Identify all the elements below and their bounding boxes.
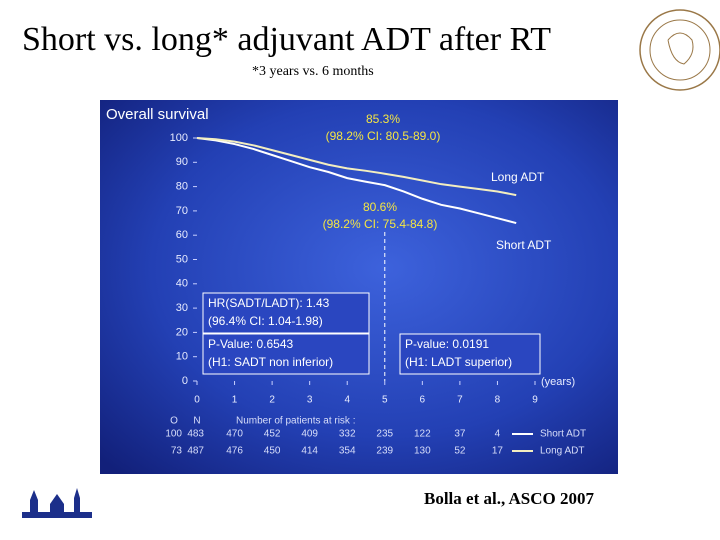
risk-count: 409 [301,429,318,440]
y-tick-label: 20 [176,326,188,338]
stat-box [202,292,370,334]
chart-panel [100,100,618,474]
slide-subtitle: *3 years vs. 6 months [252,64,374,79]
stat-text: P-value: 0.0191 [405,337,489,351]
risk-count: 452 [264,429,281,440]
risk-n: 487 [187,446,204,457]
risk-header: O [170,416,178,427]
annotation: (98.2% CI: 80.5-89.0) [326,129,441,143]
risk-count: 476 [226,446,243,457]
risk-count: 450 [264,446,281,457]
stat-box [202,333,370,375]
risk-n: 483 [187,429,204,440]
x-tick-label: 0 [194,395,200,406]
risk-count: 122 [414,429,431,440]
x-tick-label: 8 [495,395,501,406]
x-tick-label: 1 [232,395,238,406]
y-tick-label: 50 [176,253,188,265]
risk-count: 235 [376,429,393,440]
risk-count: 37 [454,429,466,440]
risk-count: 470 [226,429,243,440]
risk-count: 414 [301,446,318,457]
risk-count: 239 [376,446,393,457]
city-icon [22,488,92,518]
chart-title: Overall survival [106,106,209,123]
legend-label: Short ADT [540,429,586,440]
y-tick-label: 30 [176,302,188,314]
y-tick-label: 90 [176,156,188,168]
risk-o: 100 [165,429,182,440]
citation: Bolla et al., ASCO 2007 [424,489,595,508]
y-tick-label: 40 [176,278,188,290]
stat-text: P-Value: 0.6543 [208,337,293,351]
series-label: Long ADT [491,170,545,184]
x-tick-label: 4 [344,395,350,406]
stat-text: (96.4% CI: 1.04-1.98) [208,314,323,328]
stat-box [399,333,541,375]
logo [639,9,720,91]
risk-o: 73 [171,446,183,457]
x-tick-label: 7 [457,395,463,406]
risk-count: 17 [492,446,504,457]
risk-count: 130 [414,446,431,457]
y-tick-label: 100 [170,132,188,144]
y-tick-label: 10 [176,351,188,363]
annotation: 85.3% [366,112,400,126]
risk-count: 52 [454,446,466,457]
y-tick-label: 80 [176,181,188,193]
risk-count: 332 [339,429,356,440]
survival-curve [196,137,517,225]
annotation: (98.2% CI: 75.4-84.8) [323,217,438,231]
plot: 0 10 20 30 40 50 60 70 80 90 100 0 1 2 3 4 5 6 7 8 9(years) S… [165,112,586,456]
risk-count: 4 [495,429,501,440]
x-tick-label: 6 [420,395,426,406]
stat-text: (H1: LADT superior) [405,355,512,369]
x-axis-label: (years) [541,376,575,388]
risk-header: N [193,416,200,427]
x-tick-label: 9 [532,395,538,406]
risk-count: 354 [339,446,356,457]
risk-title: Number of patients at risk : [236,416,356,427]
stat-text: (H1: SADT non inferior) [208,355,333,369]
x-tick-label: 2 [269,395,275,406]
slide-title: Short vs. long* adjuvant ADT after RT [22,21,551,58]
y-tick-label: 70 [176,205,188,217]
stat-text: HR(SADT/LADT): 1.43 [208,296,330,310]
series-label: Short ADT [496,238,552,252]
legend-label: Long ADT [540,446,584,457]
annotation: 80.6% [363,200,397,214]
y-tick-label: 0 [182,375,188,387]
survival-curve [196,137,517,197]
y-tick-label: 60 [176,229,188,241]
x-tick-label: 3 [307,395,313,406]
x-tick-label: 5 [382,395,388,406]
